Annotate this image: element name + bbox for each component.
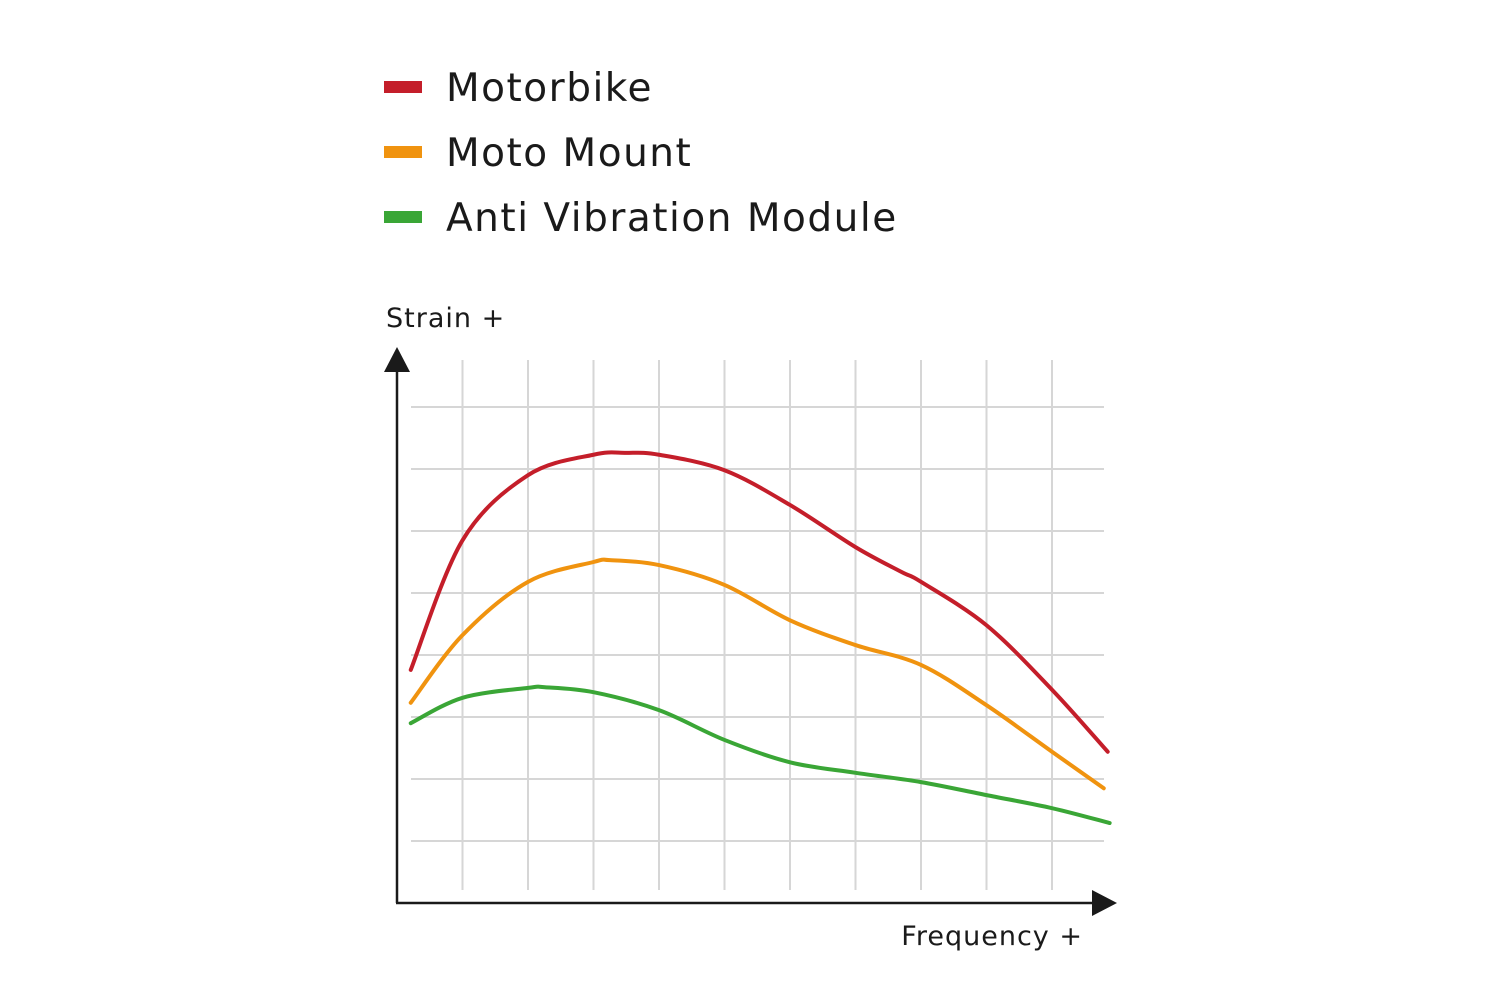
legend-swatch (384, 211, 422, 223)
legend-item-motorbike: Motorbike (384, 66, 653, 111)
x-axis-arrow-icon (1092, 890, 1117, 916)
y-axis-label: Strain + (386, 303, 505, 334)
legend: Motorbike Moto Mount Anti Vibration Module (384, 66, 898, 241)
axes: Strain + Frequency + (384, 303, 1117, 952)
legend-swatch (384, 81, 422, 93)
series-line-moto-mount (408, 557, 1106, 791)
series-lines (408, 450, 1112, 826)
legend-swatch (384, 146, 422, 158)
legend-item-anti-vibration-module: Anti Vibration Module (384, 196, 898, 241)
y-axis-arrow-icon (384, 347, 410, 372)
legend-label: Moto Mount (446, 131, 692, 176)
legend-item-moto-mount: Moto Mount (384, 131, 692, 176)
legend-label: Anti Vibration Module (446, 196, 898, 241)
grid (411, 360, 1104, 890)
series-line-motorbike (408, 450, 1110, 754)
legend-label: Motorbike (446, 66, 653, 111)
series-line-anti-vibration-module (408, 684, 1112, 826)
x-axis-label: Frequency + (901, 921, 1083, 952)
